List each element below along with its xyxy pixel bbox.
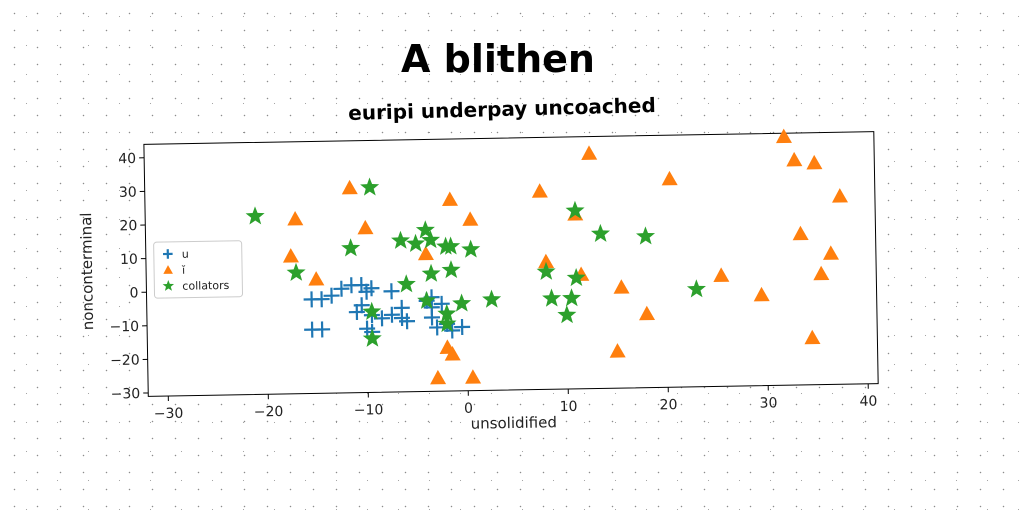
chart-subtitle: euripi underpay uncoached <box>348 93 656 125</box>
x-tick-label: 20 <box>659 397 677 413</box>
x-axis-label: unsolidified <box>471 413 558 433</box>
legend-label: u <box>182 248 189 261</box>
y-tick-label: 30 <box>119 185 137 201</box>
x-tick-label: −10 <box>354 402 384 419</box>
y-tick-label: 20 <box>119 218 137 234</box>
x-tick-label: 10 <box>559 399 577 415</box>
y-tick-label: −30 <box>111 386 141 403</box>
x-tick-label: −20 <box>254 404 284 421</box>
plot-frame <box>144 132 878 397</box>
y-axis-ticks: −30 −20 −10 0 10 20 30 40 <box>106 151 148 403</box>
x-tick-label: 30 <box>759 395 777 411</box>
y-tick-label: 10 <box>120 252 138 268</box>
legend-label: collators <box>182 279 229 293</box>
y-tick-label: −20 <box>110 353 140 370</box>
y-axis-label: nonconterminal <box>77 212 97 330</box>
chart-title: A blithen <box>401 37 595 81</box>
x-tick-label: 40 <box>859 394 877 410</box>
y-tick-label: −10 <box>109 319 139 336</box>
y-tick-label: 0 <box>129 285 138 301</box>
x-tick-label: −30 <box>154 406 184 423</box>
y-tick-label: 40 <box>118 151 136 167</box>
